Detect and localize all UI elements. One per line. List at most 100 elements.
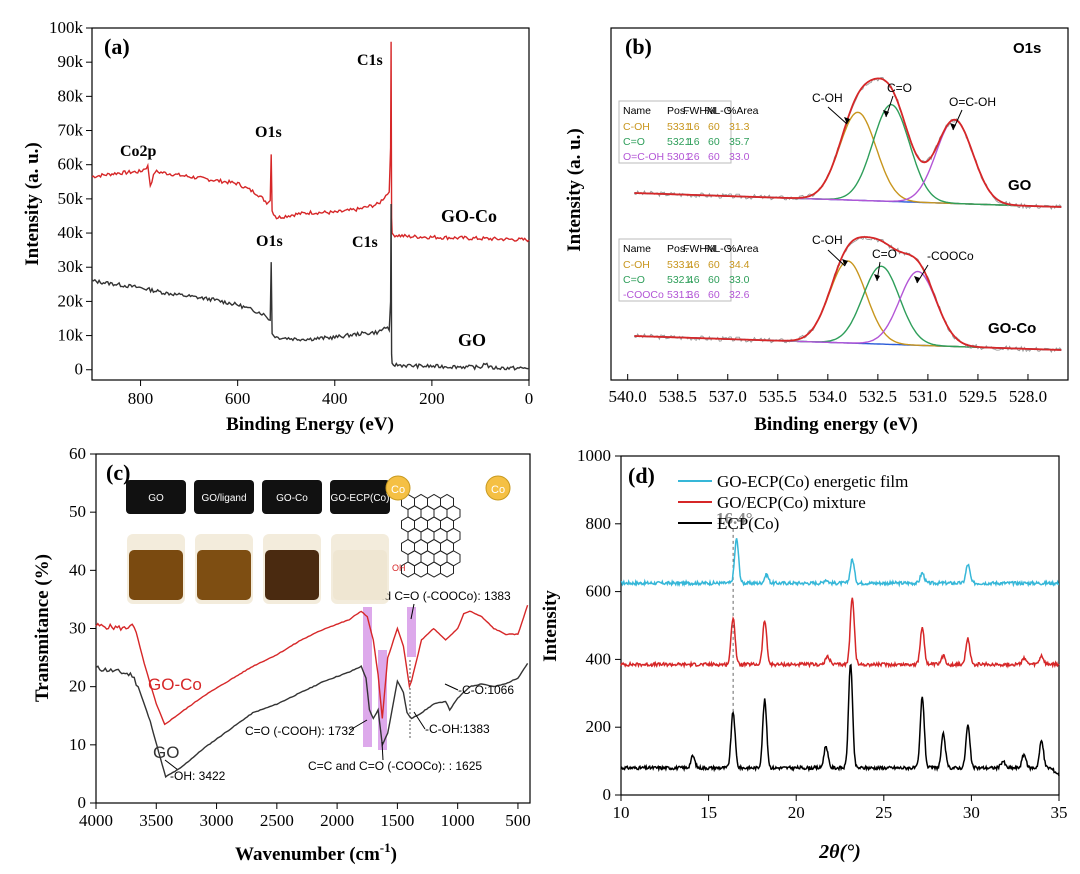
panel-b-lower-table-header: Name (623, 243, 651, 255)
panel-b-sample-go: GO (1008, 177, 1032, 194)
panel-c-ftir: 4000 3500 3000 2500 2000 1500 1000 500 0 10 20 30 40… (32, 444, 531, 865)
panel-a-ytick-label: 60k (58, 155, 84, 174)
panel-c-hexagon (427, 561, 441, 578)
panel-b-lower-table-cell: C=O (623, 274, 645, 286)
panel-c-ticks: 4000 3500 3000 2500 2000 1500 1000 500 0 10 20 30 40… (69, 444, 531, 830)
panel-b-peak-label-lower-co: C=O (872, 247, 897, 261)
panel-c-series-go-co (95, 604, 529, 726)
panel-b-peak-label-upper-ococh: O=C-OH (949, 95, 996, 109)
panel-d-legend: GO-ECP(Co) energetic film GO/ECP(Co) mix… (678, 472, 908, 533)
panel-c-ann-1732: C=O (-COOH): 1732 (245, 724, 355, 738)
panel-d-series-mixture (620, 597, 1060, 669)
panel-b-lower-table-header: %Area (727, 243, 759, 255)
panel-d-ytick-label: 600 (586, 582, 612, 601)
panel-c-ann-1066: -C-O:1066 (458, 683, 514, 697)
panel-b-lower-table-box (618, 238, 732, 302)
panel-b-peak-arrow-lower-coh (827, 249, 846, 267)
panel-b-frame (610, 27, 1069, 381)
panel-c-xlabel: Wavenumber (cm-1) (235, 840, 397, 865)
panel-b-peak-arrowhead-upper-ococh (950, 123, 956, 130)
panel-c-inset-structure: Co Co OH (385, 475, 511, 578)
panel-b-peak-arrowhead-upper-coh (844, 117, 850, 124)
panel-b-lower-table-header: FWHM (683, 243, 716, 255)
panel-d-annotation: 16.4° (716, 509, 753, 528)
panel-b-lower-table-cell: 33.0 (729, 274, 750, 286)
panel-c-xtick-label: 2000 (320, 811, 354, 830)
panel-c-xtick-label: 1000 (441, 811, 475, 830)
panel-a-xtick-label: 800 (128, 389, 154, 408)
panel-d-xtick-label: 20 (788, 803, 805, 822)
panel-d-legend-label-0: GO-ECP(Co) energetic film (717, 472, 908, 491)
panel-b-xps-o1s: 540.0 538.5 537.0 535.5 534.0 532.5 531.0 529.5… (564, 27, 1069, 435)
panel-c-co-atom-2 (485, 475, 511, 501)
panel-b-ylabel: Intensity (a. u.) (564, 128, 585, 252)
panel-a-ticks: 800 600 400 200 0 0 10k 20k 30k 40k 50k 60k 70k 80k 90… (49, 18, 533, 408)
panel-b-lower-table-cell: 1.6 (685, 289, 700, 301)
panel-b-xtick-label: 529.5 (959, 387, 997, 406)
panel-c-vial-liquid (129, 550, 183, 600)
panel-c-highlight-1625 (378, 650, 387, 750)
panel-c-co-atom-1 (385, 475, 411, 501)
panel-c-highlight-1383 (407, 607, 416, 657)
panel-a-xtick-label: 0 (525, 389, 534, 408)
panel-b-upper-table-cell: 1.6 (685, 136, 700, 148)
panel-b-lower-table-cell: 1.6 (685, 259, 700, 271)
panel-b-upper-table-cell: 35.7 (729, 136, 750, 148)
panel-c-xtick-label: 1500 (380, 811, 414, 830)
panel-a-ytick-label: 20k (58, 291, 84, 310)
panel-c-ytick-label: 40 (69, 560, 86, 579)
panel-c-xtick-label: 2500 (260, 811, 294, 830)
panel-d-ytick-label: 400 (586, 649, 612, 668)
panel-c-arrow-1732 (349, 719, 368, 731)
panel-b-xtick-label: 540.0 (609, 387, 647, 406)
panel-b-lower-table-cell: -COOCo (623, 289, 664, 301)
panel-d-xtick-label: 30 (963, 803, 980, 822)
panel-a-ytick-label: 40k (58, 223, 84, 242)
panel-c-label-go-co: GO-Co (148, 675, 202, 694)
panel-d-xtick-label: 35 (1051, 803, 1068, 822)
panel-b-upper-table-cell: 31.3 (729, 121, 750, 133)
panel-b-label: (b) (625, 34, 652, 59)
panel-c-graphene-lattice (401, 493, 461, 578)
panel-d-ytick-label: 800 (586, 514, 612, 533)
panel-c-vial-cap (330, 480, 390, 514)
panel-b-xtick-label: 534.0 (809, 387, 847, 406)
panel-b-ticks: 540.0 538.5 537.0 535.5 534.0 532.5 531.0 529.5… (609, 374, 1047, 406)
panel-b-lower-table-cell: 60 (708, 259, 720, 271)
panel-c-vial-liquid (197, 550, 251, 600)
panel-b-lower-table-header: Pos. (667, 243, 688, 255)
panel-b-upper-table-header: %L-G (705, 105, 732, 117)
panel-b-xtick-label: 532.5 (859, 387, 897, 406)
panel-c-label-go: GO (153, 743, 179, 762)
panel-c-vial-label: GO-Co (276, 493, 308, 504)
panel-c-hexagon (440, 561, 454, 578)
panel-b-upper-table-header: Pos. (667, 105, 688, 117)
panel-a-ytick-label: 50k (58, 189, 84, 208)
panel-a-frame (91, 27, 530, 381)
panel-c-arrow-1066 (444, 683, 459, 691)
panel-c-ytick-label: 20 (69, 677, 86, 696)
panel-d-xtick-label: 15 (700, 803, 717, 822)
panel-a-ann-go-co: GO-Co (441, 206, 497, 226)
panel-c-vial-cap (262, 480, 322, 514)
panel-b-sample-go-co: GO-Co (988, 320, 1036, 337)
panel-b-upper-table-cell: 33.0 (729, 151, 750, 163)
panel-c-series-go (95, 663, 529, 779)
panel-d-legend-label-2: ECP(Co) (717, 514, 779, 533)
panel-b-upper-table-cell: 60 (708, 121, 720, 133)
panel-b-lower-table-cell: 34.4 (729, 259, 750, 271)
panel-d-label: (d) (628, 463, 655, 488)
panel-b-lower-table-header: %L-G (705, 243, 732, 255)
panel-a-xtick-label: 600 (225, 389, 251, 408)
panel-b-peak-arrowhead-lower-co (874, 274, 880, 281)
panel-b-peak-arrow-lower-coococ (916, 264, 929, 284)
panel-c-vial-label: GO-ECP(Co) (331, 493, 390, 504)
panel-b-upper-table-cell: 1.6 (685, 121, 700, 133)
panel-a-xlabel: Binding Energy (eV) (226, 414, 394, 435)
panel-c-vial-label: GO/ligand (201, 493, 246, 504)
panel-c-ytick-label: 50 (69, 502, 86, 521)
panel-d-xlabel: 2θ(°) (818, 841, 861, 863)
panel-a-ytick-label: 100k (49, 18, 84, 37)
panel-b-xtick-label: 535.5 (759, 387, 797, 406)
